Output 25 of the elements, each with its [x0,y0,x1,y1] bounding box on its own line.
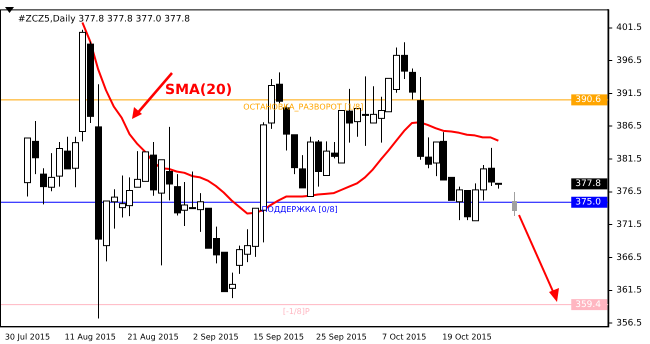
x-tick-label: 7 Oct 2015 [382,332,426,342]
x-tick-label: 2 Sep 2015 [193,332,239,342]
y-tick-label: 396.5 [616,56,642,66]
x-tick-label: 19 Oct 2015 [442,332,492,342]
annotation: 390.6 [575,95,602,106]
annotation: 359.4 [575,300,602,310]
y-tick-label: 376.5 [616,187,642,198]
x-tick-label: 21 Aug 2015 [127,332,179,342]
annotation: 375.0 [575,198,602,208]
y-tick-label: 356.5 [616,318,642,328]
y-tick-label: 381.5 [616,154,642,164]
text: 377.8 [575,179,602,190]
ref-line-label: [-1/8]P [282,307,310,316]
x-tick-label: 11 Aug 2015 [64,332,116,342]
text: SMA(20) [165,82,232,98]
y-tick-label: 361.5 [616,286,642,296]
y-tick-label: 366.5 [616,252,642,263]
y-tick-label: 401.5 [616,23,642,34]
x-tick-label: 30 Jul 2015 [4,332,50,342]
text: #ZCZ5,Daily 377.8 377.8 377.0 377.8 [18,14,190,25]
x-tick-label: 25 Sep 2015 [316,332,367,342]
y-tick-label: 386.5 [616,122,642,132]
y-tick-label: 371.5 [616,220,642,230]
y-tick-label: 391.5 [616,88,642,99]
x-tick-label: 15 Sep 2015 [253,332,304,342]
